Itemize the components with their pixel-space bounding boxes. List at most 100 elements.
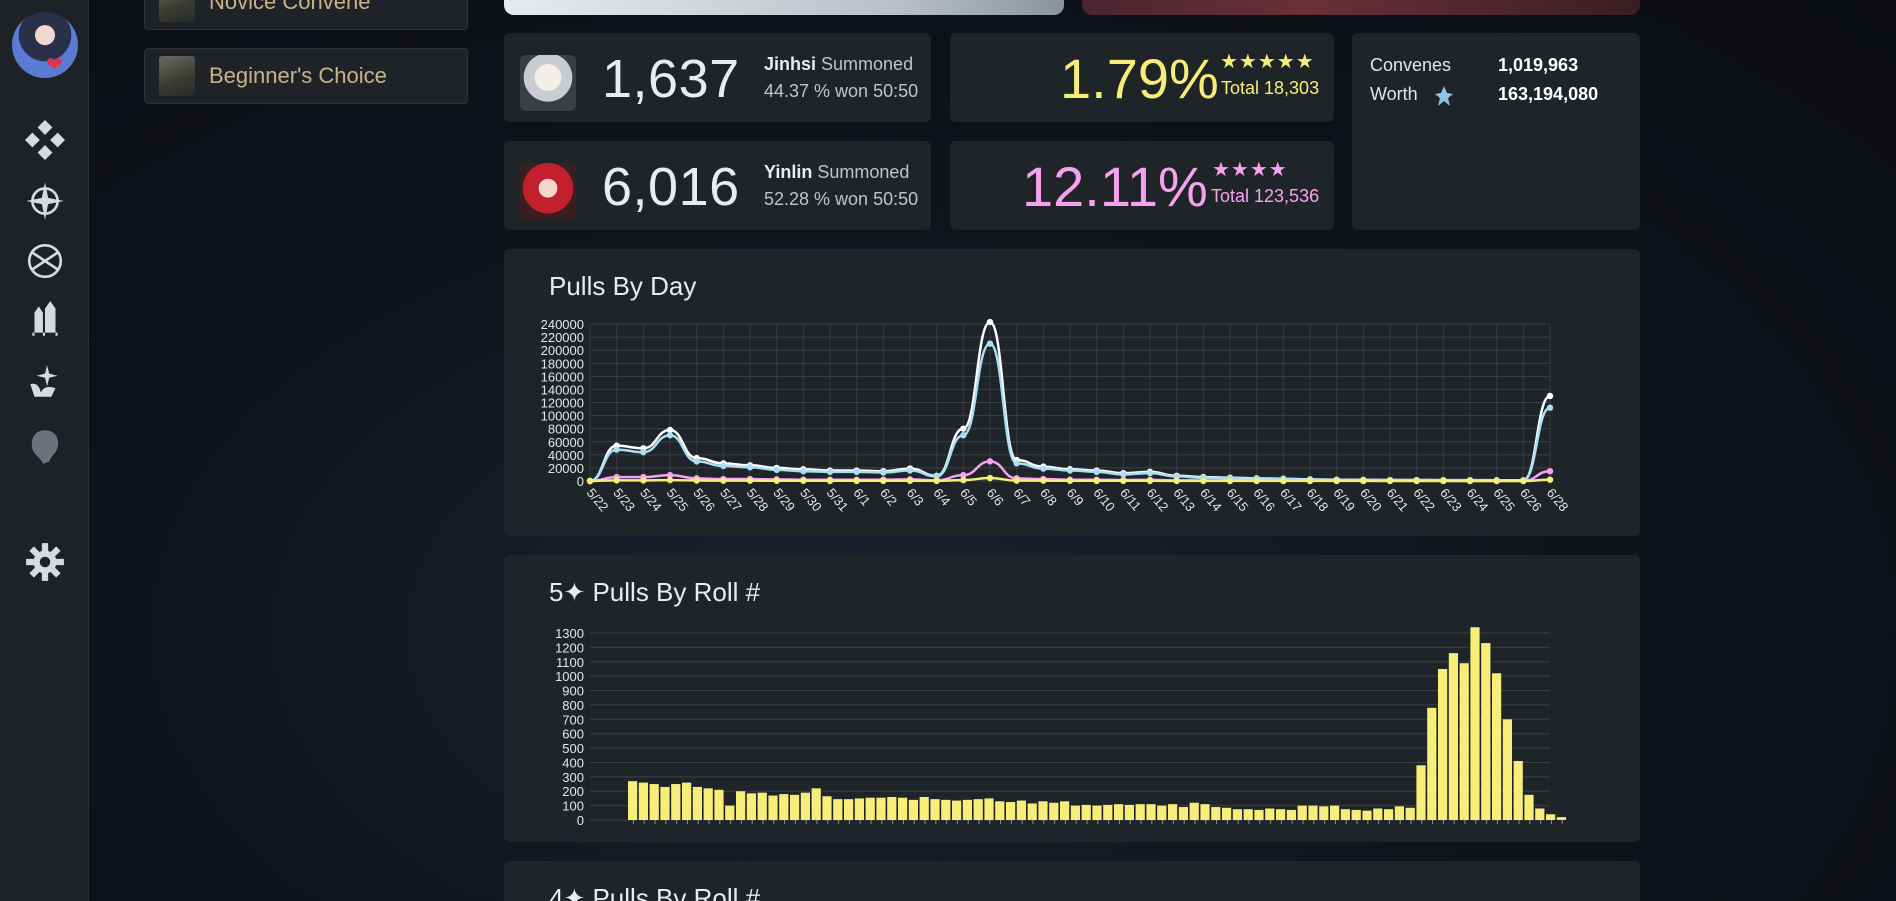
data-point xyxy=(880,469,887,476)
convenes-value: 1,019,963 xyxy=(1498,55,1579,75)
bar xyxy=(1556,817,1566,820)
bar xyxy=(1308,805,1318,820)
x-tick-label: 5/30 xyxy=(797,485,825,514)
y-tick-label: 20000 xyxy=(548,461,584,476)
data-point xyxy=(1306,477,1314,485)
data-point xyxy=(1386,477,1394,485)
data-point xyxy=(1200,477,1207,485)
banner-novice-convene[interactable]: Novice Convene xyxy=(144,0,468,30)
y-tick-label: 0 xyxy=(577,474,584,489)
globe-icon[interactable] xyxy=(22,238,68,284)
bar xyxy=(649,784,659,820)
data-point xyxy=(1093,477,1100,485)
x-tick-label: 5/26 xyxy=(690,485,718,514)
y-tick-label: 500 xyxy=(562,741,584,756)
data-point xyxy=(746,464,754,471)
bar xyxy=(865,797,875,820)
summon-count: 1,637 xyxy=(602,49,740,109)
bar xyxy=(1189,802,1199,820)
y-tick-label: 0 xyxy=(577,813,584,828)
bar xyxy=(1016,800,1026,820)
five-star-rate: 1.79% xyxy=(1060,47,1219,110)
data-point xyxy=(1546,392,1554,400)
data-point xyxy=(960,432,967,439)
gear-icon[interactable] xyxy=(22,539,68,585)
data-point xyxy=(720,477,727,484)
y-tick-label: 300 xyxy=(562,770,584,785)
bar xyxy=(1351,809,1361,820)
data-point xyxy=(666,426,674,434)
bar xyxy=(1405,807,1415,820)
x-tick-label: 6/15 xyxy=(1224,485,1252,514)
bar xyxy=(1535,808,1545,820)
data-point xyxy=(1040,477,1047,484)
four-star-rate-card: 12.11% ★★★★ Total 123,536 xyxy=(950,141,1334,230)
y-tick-label: 60000 xyxy=(548,435,584,450)
data-point xyxy=(1120,477,1127,485)
bar xyxy=(779,794,789,820)
x-tick-label: 6/23 xyxy=(1437,485,1465,514)
bar xyxy=(1124,804,1134,820)
won-5050-text: 44.37 % won 50:50 xyxy=(764,81,919,101)
four-star-pulls-panel: 4✦ Pulls By Roll # xyxy=(504,861,1640,901)
pulls-by-day-panel: Pulls By Day 0 20000 40000 60000 80000 100000… xyxy=(504,249,1640,536)
bar xyxy=(1038,801,1048,820)
bar xyxy=(1448,653,1458,820)
bar xyxy=(1254,809,1264,820)
bar xyxy=(1276,809,1286,820)
x-tick-label: 6/9 xyxy=(1064,485,1087,508)
bar xyxy=(898,797,908,820)
data-point xyxy=(1120,471,1127,478)
bar xyxy=(1524,794,1534,820)
featured-card-yinlin: 6,016 Yinlin Summoned 52.28 % won 50:50 xyxy=(504,141,931,230)
x-tick-label: 6/21 xyxy=(1384,485,1412,514)
bar xyxy=(962,799,972,820)
compass-icon[interactable] xyxy=(22,178,68,224)
x-tick-label: 5/29 xyxy=(770,485,798,514)
bar xyxy=(1060,801,1070,820)
bar xyxy=(1513,761,1523,820)
banner-beginners-choice[interactable]: Beginner's Choice xyxy=(144,48,468,104)
bar xyxy=(757,792,767,820)
bar xyxy=(876,797,886,820)
summary-card: Convenes 1,019,963 Worth 163,194,080 xyxy=(1352,33,1640,230)
data-point xyxy=(1226,477,1234,485)
x-tick-label: 6/11 xyxy=(1117,485,1144,513)
five-star-icon: ★★★★★ xyxy=(1220,51,1315,73)
sidebar-rail: ❤ xyxy=(0,0,89,901)
data-point xyxy=(960,476,967,484)
y-tick-label: 1000 xyxy=(555,669,584,684)
y-tick-label: 160000 xyxy=(541,369,584,384)
x-tick-label: 5/25 xyxy=(664,485,692,514)
dashboard-icon[interactable] xyxy=(22,117,68,163)
character-icon[interactable] xyxy=(22,424,68,470)
summoned-label: Summoned xyxy=(821,54,914,74)
avatar[interactable]: ❤ xyxy=(12,12,78,78)
x-tick-label: 6/16 xyxy=(1250,485,1278,514)
bar xyxy=(1427,707,1437,820)
bar xyxy=(833,799,843,820)
bar xyxy=(1297,805,1307,820)
x-tick-label: 6/2 xyxy=(877,485,900,508)
banner-image-strip xyxy=(1082,0,1640,15)
summoned-label: Summoned xyxy=(817,162,910,182)
data-point xyxy=(773,466,780,474)
bar xyxy=(1340,809,1350,820)
data-point xyxy=(1173,477,1180,485)
castle-icon[interactable] xyxy=(22,296,68,342)
bar xyxy=(1114,804,1124,820)
bar xyxy=(1362,810,1372,820)
data-point xyxy=(880,477,887,485)
character-name-line: Jinhsi Summoned xyxy=(764,54,913,75)
bar xyxy=(1243,809,1253,820)
bar xyxy=(725,805,735,820)
data-point xyxy=(1146,469,1154,477)
sparkle-icon[interactable] xyxy=(22,359,68,405)
x-tick-label: 6/20 xyxy=(1357,485,1385,514)
y-tick-label: 200000 xyxy=(541,343,584,358)
data-point xyxy=(986,340,994,347)
five-star-rate-card: 1.79% ★★★★★ Total 18,303 xyxy=(950,33,1334,122)
banner-thumbnail xyxy=(159,56,195,96)
convenes-label: Convenes xyxy=(1370,55,1452,75)
bar xyxy=(1394,806,1404,820)
